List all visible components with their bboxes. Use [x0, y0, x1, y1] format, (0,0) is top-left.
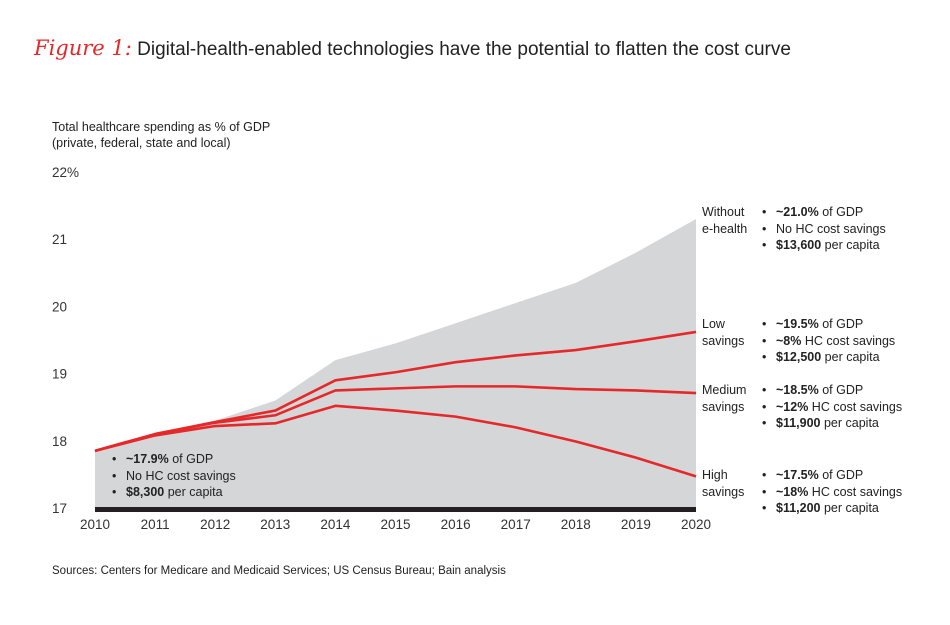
annotation-value: $13,600 [776, 238, 822, 252]
series-label-line: Medium [702, 383, 747, 397]
figure-label: Figure 1: [34, 36, 132, 60]
annotation-value: ~8% [776, 333, 802, 348]
annotation-high-savings: ~17.5% of GDP~18% HC cost savings$11,200… [762, 467, 902, 517]
annotation-text: No HC cost savings [126, 468, 236, 483]
annotation-text: HC cost savings [801, 333, 896, 348]
x-tick-label: 2019 [621, 517, 651, 532]
annotation-value: $8,300 [126, 485, 165, 499]
annotation-value: ~18% [776, 484, 809, 499]
y-axis-label-line-1: Total healthcare spending as % of GDP [52, 120, 271, 134]
label-low-savings: Low savings [702, 316, 744, 350]
annotation-bullet: ~12% HC cost savings [762, 399, 902, 416]
series-label-line: Low [702, 317, 725, 331]
source-note: Sources: Centers for Medicare and Medica… [52, 565, 506, 577]
annotation-text: of GDP [818, 317, 864, 331]
series-area-without-e-health [95, 219, 696, 509]
x-tick-label: 2017 [501, 517, 531, 532]
annotation-bullet: ~17.5% of GDP [762, 467, 902, 484]
annotation-value: ~18.5% [776, 383, 819, 397]
series-label-line: High [702, 468, 728, 482]
annotation-text: of GDP [818, 205, 864, 219]
annotation-bullet: $8,300 per capita [112, 484, 236, 501]
annotation-text: HC cost savings [808, 399, 903, 414]
x-tick-label: 2012 [200, 517, 230, 532]
annotation-value: $12,500 [776, 350, 822, 364]
x-tick-label: 2018 [561, 517, 591, 532]
label-high-savings: High savings [702, 467, 744, 501]
annotation-bullet: ~21.0% of GDP [762, 204, 886, 221]
annotation-value: ~17.9% [126, 452, 169, 466]
annotation-text: HC cost savings [808, 484, 903, 499]
series-label-line: savings [702, 485, 745, 499]
y-tick-label: 22% [52, 165, 79, 180]
annotation-value: ~17.5% [776, 468, 819, 482]
annotation-low-savings: ~19.5% of GDP~8% HC cost savings$12,500 … [762, 316, 895, 366]
x-tick-label: 2014 [320, 517, 351, 532]
annotation-bullet: $11,200 per capita [762, 500, 902, 517]
y-tick-label: 21 [52, 232, 67, 247]
annotation-without-e-health: ~21.0% of GDPNo HC cost savings$13,600 p… [762, 204, 886, 254]
series-label-line: savings [702, 334, 745, 348]
annotation-value: $11,200 [776, 501, 821, 515]
label-medium-savings: Medium savings [702, 382, 746, 416]
annotation-bullet: No HC cost savings [762, 221, 886, 238]
x-tick-label: 2016 [441, 517, 471, 532]
annotation-text: of GDP [818, 383, 864, 397]
annotation-text: per capita [164, 485, 223, 499]
annotation-bullet: $12,500 per capita [762, 349, 895, 366]
x-tick-label: 2013 [260, 517, 290, 532]
annotation-text: per capita [820, 501, 879, 515]
annotation-bullet: $11,900 per capita [762, 415, 902, 432]
label-without-e-health: Without e-health [702, 204, 747, 238]
y-tick-label: 19 [52, 367, 67, 382]
chart-title: Figure 1: Digital-health-enabled technol… [34, 36, 791, 61]
annotation-text: of GDP [818, 468, 864, 482]
x-tick-label: 2010 [80, 517, 110, 532]
x-axis-line [95, 507, 696, 512]
y-axis-label-line-2: (private, federal, state and local) [52, 136, 231, 150]
annotation-bullet: ~18.5% of GDP [762, 382, 902, 399]
annotation-text: per capita [820, 416, 879, 430]
annotation-value: ~21.0% [776, 205, 819, 219]
series-label-line: e-health [702, 222, 748, 236]
series-line-medium-savings [94, 385, 697, 453]
annotation-bullet: $13,600 per capita [762, 237, 886, 254]
y-tick-label: 18 [52, 434, 67, 449]
annotation-bullet: ~8% HC cost savings [762, 333, 895, 350]
annotation-bullet: ~18% HC cost savings [762, 484, 902, 501]
y-axis-label: Total healthcare spending as % of GDP (p… [52, 119, 270, 151]
annotation-text: of GDP [168, 452, 214, 466]
series-label-line: Without [702, 205, 745, 219]
annotation-bullet: ~19.5% of GDP [762, 316, 895, 333]
annotation-value: ~19.5% [776, 317, 819, 331]
x-tick-label: 2015 [380, 517, 410, 532]
annotation-text: per capita [821, 238, 880, 252]
annotation-medium-savings: ~18.5% of GDP~12% HC cost savings$11,900… [762, 382, 902, 432]
annotation-value: $11,900 [776, 416, 821, 430]
title-text: Digital-health-enabled technologies have… [137, 39, 791, 60]
y-tick-label: 20 [52, 299, 67, 314]
annotation-bullet: No HC cost savings [112, 468, 236, 485]
series-label-line: savings [702, 400, 745, 414]
annotation-bullet: ~17.9% of GDP [112, 451, 236, 468]
y-tick-label: 17 [52, 501, 67, 516]
annotation-value: ~12% [776, 399, 809, 414]
annotation-text: per capita [821, 350, 880, 364]
annotation-start: ~17.9% of GDPNo HC cost savings$8,300 pe… [112, 451, 236, 501]
series-line-high-savings [94, 404, 697, 478]
annotation-text: No HC cost savings [776, 221, 886, 236]
x-tick-label: 2020 [681, 517, 711, 532]
x-tick-label: 2011 [141, 517, 170, 532]
